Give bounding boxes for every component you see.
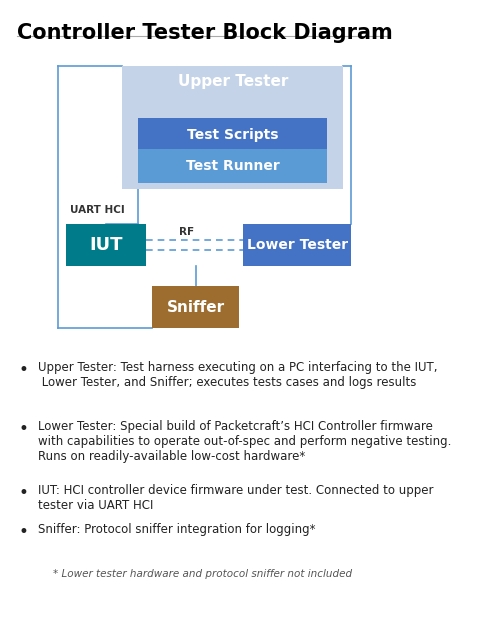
Text: * Lower tester hardware and protocol sniffer not included: * Lower tester hardware and protocol sni… bbox=[53, 569, 352, 579]
Text: IUT: HCI controller device firmware under test. Connected to upper
tester via UA: IUT: HCI controller device firmware unde… bbox=[37, 484, 433, 511]
FancyBboxPatch shape bbox=[138, 118, 327, 152]
Text: UART HCI: UART HCI bbox=[70, 205, 124, 215]
Text: RF: RF bbox=[179, 227, 194, 238]
Text: Upper Tester: Upper Tester bbox=[178, 74, 288, 89]
Text: •: • bbox=[19, 484, 28, 502]
Text: Upper Tester: Test harness executing on a PC interfacing to the IUT,
 Lower Test: Upper Tester: Test harness executing on … bbox=[37, 361, 437, 389]
Text: Test Runner: Test Runner bbox=[186, 159, 280, 173]
Text: Lower Tester: Lower Tester bbox=[247, 238, 348, 252]
Text: •: • bbox=[19, 361, 28, 379]
Text: •: • bbox=[19, 420, 28, 438]
FancyBboxPatch shape bbox=[243, 224, 351, 265]
Text: Test Scripts: Test Scripts bbox=[187, 128, 278, 142]
FancyBboxPatch shape bbox=[138, 149, 327, 183]
Text: Controller Tester Block Diagram: Controller Tester Block Diagram bbox=[17, 23, 393, 43]
Text: IUT: IUT bbox=[89, 236, 123, 254]
FancyBboxPatch shape bbox=[122, 66, 343, 189]
Text: Sniffer: Protocol sniffer integration for logging*: Sniffer: Protocol sniffer integration fo… bbox=[37, 523, 315, 536]
Text: Sniffer: Sniffer bbox=[167, 300, 225, 315]
FancyBboxPatch shape bbox=[66, 224, 146, 265]
Text: •: • bbox=[19, 523, 28, 542]
FancyBboxPatch shape bbox=[152, 286, 239, 328]
Text: Lower Tester: Special build of Packetcraft’s HCI Controller firmware
with capabi: Lower Tester: Special build of Packetcra… bbox=[37, 420, 451, 463]
